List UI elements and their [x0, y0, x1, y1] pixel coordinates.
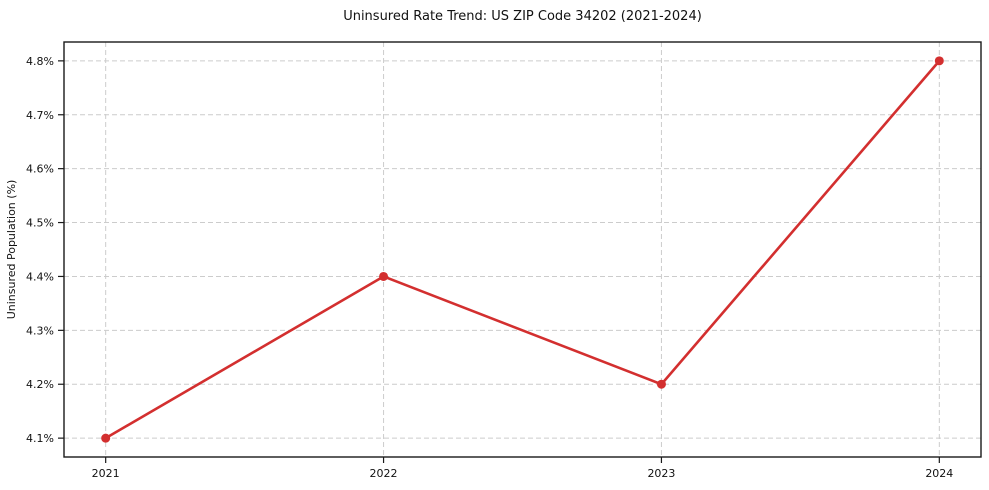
x-tick-label: 2023	[647, 467, 675, 480]
data-point	[656, 379, 666, 389]
y-tick-label: 4.8%	[26, 55, 54, 68]
data-point	[379, 271, 389, 281]
y-tick-label: 4.1%	[26, 432, 54, 445]
y-tick-label: 4.3%	[26, 324, 54, 337]
x-tick-label: 2022	[370, 467, 398, 480]
y-tick-label: 4.5%	[26, 217, 54, 230]
y-axis-label: Uninsured Population (%)	[5, 180, 18, 320]
x-tick-label: 2024	[925, 467, 953, 480]
y-tick-label: 4.7%	[26, 109, 54, 122]
y-tick-label: 4.4%	[26, 270, 54, 283]
trend-line	[104, 59, 941, 440]
plot-border	[63, 41, 982, 458]
data-point	[934, 56, 944, 66]
y-tick-label: 4.6%	[26, 163, 54, 176]
x-tick-label: 2021	[92, 467, 120, 480]
y-tick-label: 4.2%	[26, 378, 54, 391]
data-point	[101, 433, 111, 443]
chart-title: Uninsured Rate Trend: US ZIP Code 34202 …	[343, 9, 702, 24]
